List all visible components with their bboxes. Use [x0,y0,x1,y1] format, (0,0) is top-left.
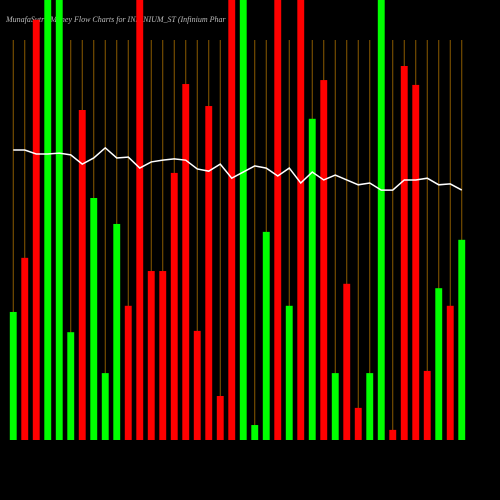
bar [308,118,316,441]
bar [377,0,385,440]
bar [458,239,466,440]
bar [251,425,259,440]
bar [228,0,236,440]
bar [193,330,201,440]
bar [423,370,431,440]
bar [274,0,282,440]
bar [320,80,328,440]
bar [78,110,86,440]
bar [21,257,29,440]
bar [205,106,213,440]
bar [55,0,63,440]
bar [435,288,443,440]
bar [147,271,155,440]
bar [67,332,75,440]
bar [216,396,224,440]
bar [239,0,247,440]
bar [297,0,305,440]
bar [285,305,293,440]
bar [159,271,167,440]
bar [182,84,190,440]
bar [101,373,109,440]
bar [136,0,144,440]
chart-title: MunafaSutra Money Flow Charts for INFINI… [5,15,227,24]
bar [90,198,98,440]
bar [366,373,374,440]
bar [32,19,40,441]
bar [262,231,270,440]
bar [124,305,132,440]
bar [44,0,52,440]
bar [400,66,408,440]
bar [331,373,339,440]
bar [343,283,351,440]
bar [9,311,17,440]
bar [354,407,362,440]
bar [170,172,178,441]
bar [412,84,420,441]
bar [113,223,121,440]
bar [446,305,454,440]
money-flow-line [13,146,463,191]
bar [389,429,397,440]
